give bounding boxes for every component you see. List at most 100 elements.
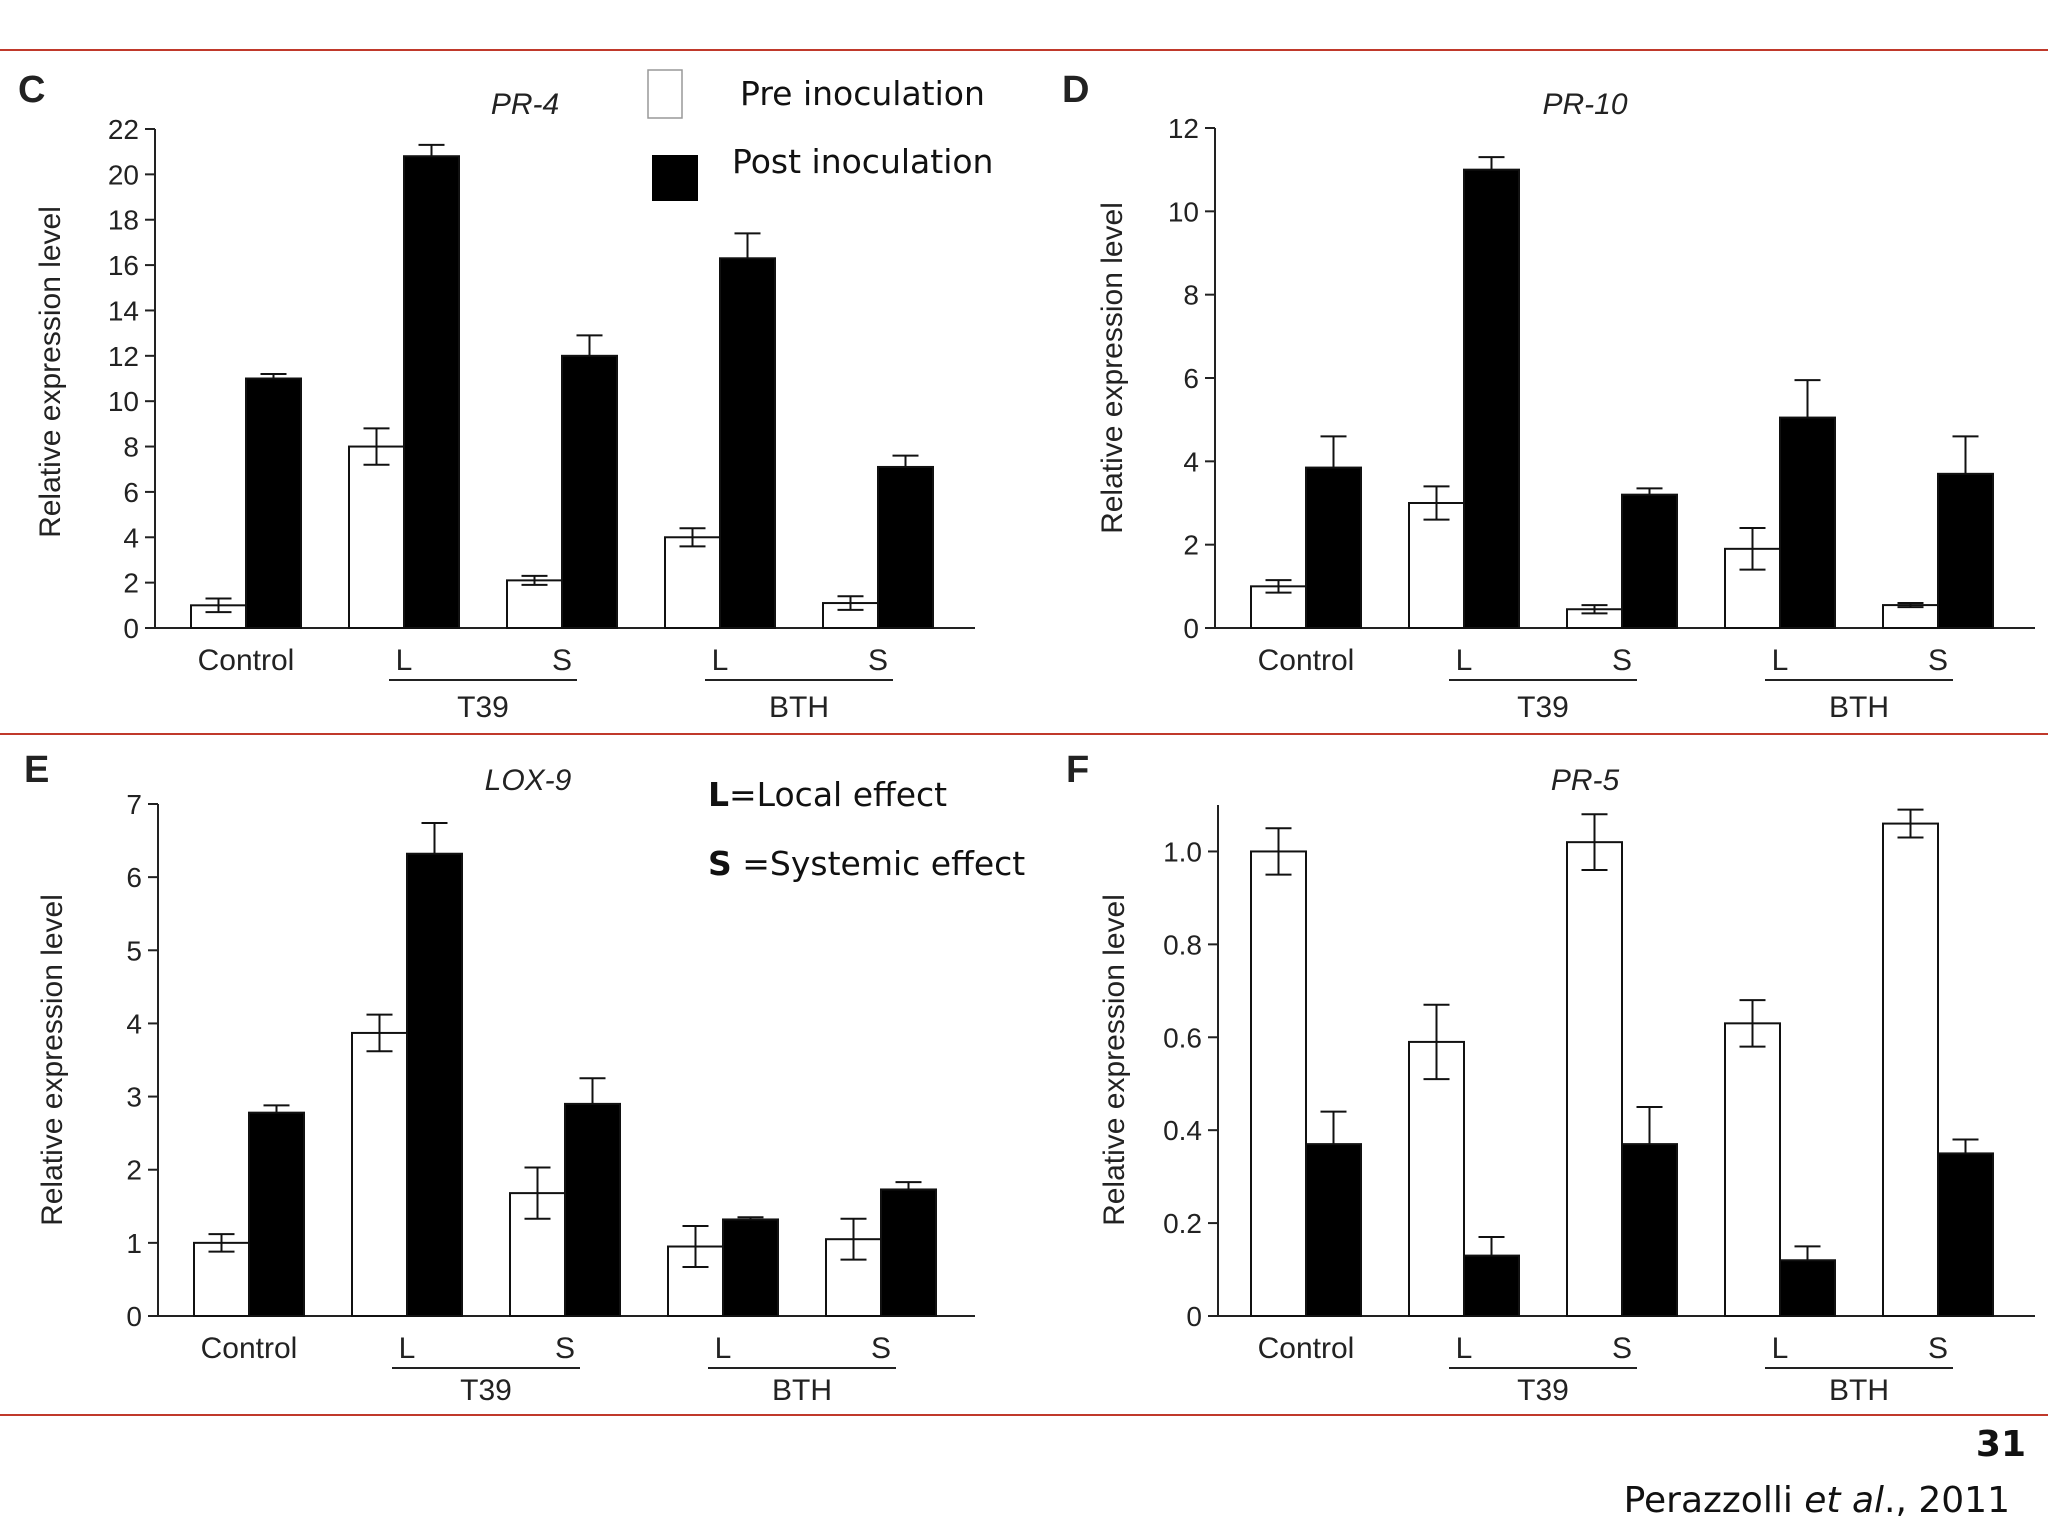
citation: Perazzolli et al., 2011 (1624, 1480, 2010, 1521)
y-tick-label: 4 (126, 1008, 142, 1039)
chart-title: PR-10 (1542, 88, 1627, 121)
bar-post-inoculation (722, 1218, 779, 1317)
y-tick-label: 20 (108, 159, 139, 190)
x-tick-label: S (1928, 644, 1948, 677)
group-label: T39 (460, 1374, 512, 1407)
y-tick-label: 0 (1183, 613, 1199, 644)
group-label: BTH (772, 1374, 832, 1407)
bar-pre-inoculation (1408, 502, 1465, 629)
legend-post-swatch (652, 155, 698, 201)
y-axis-label: Relative expression level (1096, 202, 1129, 534)
y-tick-label: 7 (126, 789, 142, 820)
y-tick-label: 0 (123, 613, 139, 644)
bar-post-inoculation (880, 1188, 937, 1318)
x-tick-label: L (1456, 1332, 1473, 1365)
y-tick-label: 0.4 (1163, 1115, 1202, 1146)
bar-post-inoculation (245, 377, 302, 629)
legend-pre-swatch (647, 69, 683, 119)
y-tick-label: 4 (123, 522, 139, 553)
bar-pre-inoculation (1724, 1022, 1781, 1317)
y-tick-label: 1.0 (1163, 836, 1202, 867)
y-tick-label: 1 (126, 1228, 142, 1259)
bar-pre-inoculation (1882, 604, 1939, 629)
y-tick-label: 6 (123, 477, 139, 508)
y-tick-label: 0 (126, 1301, 142, 1332)
y-axis-label: Relative expression level (36, 894, 69, 1226)
y-tick-label: 0.2 (1163, 1208, 1202, 1239)
note-local: L=Local effect (708, 775, 947, 814)
bar-pre-inoculation (667, 1245, 724, 1317)
chart-f: PR-5 Relative expression level 0 0.2 0.4 0.6 0… (1098, 764, 2035, 1407)
bar-pre-inoculation (1250, 850, 1307, 1317)
x-tick-label: S (555, 1332, 575, 1365)
chart-title: PR-5 (1551, 764, 1620, 797)
y-tick-label: 6 (126, 862, 142, 893)
x-tick-label: L (1456, 644, 1473, 677)
chart-e: LOX-9 Relative expression level 0 1 2 3 4 5 6 7 Co… (36, 764, 975, 1407)
x-tick-label: S (1612, 644, 1632, 677)
bar-post-inoculation (1621, 493, 1678, 629)
chart-title: PR-4 (491, 88, 559, 121)
bar-post-inoculation (877, 465, 934, 629)
bar-pre-inoculation (351, 1031, 408, 1317)
legend-pre-label: Pre inoculation (740, 74, 985, 113)
panel-letter-e: E (24, 749, 49, 791)
group-label: BTH (1829, 1374, 1889, 1407)
legend-post-label: Post inoculation (732, 142, 993, 181)
effect-note: L=Local effect S =Systemic effect (708, 775, 1025, 883)
y-axis-label: Relative expression level (1098, 894, 1131, 1226)
y-tick-label: 8 (1183, 280, 1199, 311)
y-tick-label: 0 (1186, 1301, 1202, 1332)
y-tick-label: 16 (108, 250, 139, 281)
bar-post-inoculation (1937, 1152, 1994, 1317)
bar-post-inoculation (1621, 1143, 1678, 1317)
group-label: BTH (1829, 691, 1889, 724)
x-tick-label: L (715, 1332, 732, 1365)
x-tick-label: L (1772, 1332, 1789, 1365)
bar-pre-inoculation (193, 1241, 250, 1318)
bar-post-inoculation (1937, 472, 1994, 630)
y-axis-label: Relative expression level (34, 206, 67, 538)
chart-title: LOX-9 (485, 764, 572, 797)
bar-post-inoculation (719, 257, 776, 629)
x-tick-label: S (1612, 1332, 1632, 1365)
x-tick-label: L (396, 644, 413, 677)
y-tick-label: 2 (126, 1155, 142, 1186)
y-tick-label: 14 (108, 295, 139, 326)
bar-post-inoculation (1463, 1254, 1520, 1318)
x-tick-label: S (868, 644, 888, 677)
bar-post-inoculation (1779, 416, 1836, 630)
x-tick-label: Control (1258, 644, 1355, 677)
x-tick-label: L (399, 1332, 416, 1365)
group-label: T39 (457, 691, 509, 724)
x-tick-label: L (712, 644, 729, 677)
bar-post-inoculation (1305, 1143, 1362, 1317)
bar-pre-inoculation (1408, 1040, 1465, 1318)
x-tick-label: Control (201, 1332, 298, 1365)
y-tick-label: 3 (126, 1082, 142, 1113)
y-tick-label: 4 (1183, 446, 1199, 477)
panel-letter-f: F (1066, 749, 1089, 791)
panel-letter-c: C (18, 69, 45, 111)
panel-letter-d: D (1062, 69, 1089, 111)
bar-pre-inoculation (1882, 822, 1939, 1318)
x-tick-label: Control (1258, 1332, 1355, 1365)
bar-pre-inoculation (348, 445, 405, 629)
y-tick-label: 0.8 (1163, 929, 1202, 960)
y-tick-label: 18 (108, 205, 139, 236)
x-tick-label: L (1772, 644, 1789, 677)
y-tick-label: 2 (1183, 530, 1199, 561)
x-tick-label: S (552, 644, 572, 677)
group-label: BTH (769, 691, 829, 724)
bar-post-inoculation (403, 155, 460, 630)
y-tick-label: 10 (1168, 196, 1199, 227)
bar-pre-inoculation (1566, 841, 1623, 1317)
note-systemic: S =Systemic effect (708, 844, 1025, 883)
bar-post-inoculation (1305, 466, 1362, 630)
y-tick-label: 22 (108, 114, 139, 145)
bar-post-inoculation (248, 1111, 305, 1317)
group-label: T39 (1517, 1374, 1569, 1407)
y-tick-label: 10 (108, 386, 139, 417)
bar-post-inoculation (1779, 1259, 1836, 1317)
